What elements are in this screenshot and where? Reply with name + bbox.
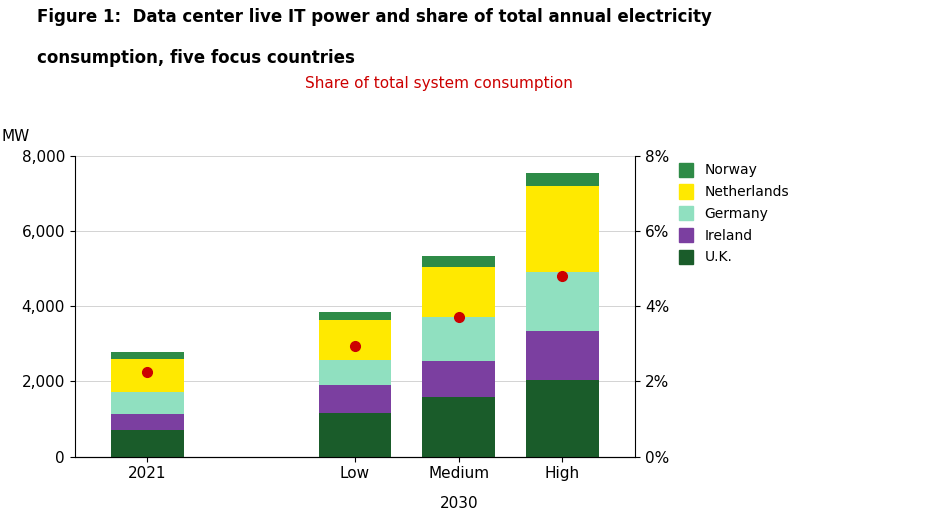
Bar — [318, 414, 391, 457]
Bar — [111, 352, 184, 359]
Bar — [422, 318, 495, 361]
Bar — [111, 430, 184, 457]
Text: Figure 1:  Data center live IT power and share of total annual electricity: Figure 1: Data center live IT power and … — [37, 8, 713, 26]
Bar — [111, 414, 184, 430]
Text: 2030: 2030 — [439, 496, 478, 511]
Bar — [422, 361, 495, 397]
Bar — [526, 173, 599, 186]
Bar — [318, 385, 391, 414]
Bar — [526, 186, 599, 272]
Bar — [318, 312, 391, 320]
Text: Share of total system consumption: Share of total system consumption — [305, 76, 573, 91]
Text: MW: MW — [2, 129, 30, 144]
Bar — [526, 379, 599, 457]
Bar — [318, 360, 391, 385]
Bar — [422, 256, 495, 267]
Bar — [111, 392, 184, 414]
Text: consumption, five focus countries: consumption, five focus countries — [37, 49, 355, 67]
Bar — [526, 331, 599, 379]
Bar — [422, 267, 495, 318]
Bar — [526, 272, 599, 331]
Bar — [111, 359, 184, 392]
Legend: Norway, Netherlands, Germany, Ireland, U.K.: Norway, Netherlands, Germany, Ireland, U… — [679, 162, 789, 265]
Bar — [318, 320, 391, 360]
Bar — [422, 397, 495, 457]
